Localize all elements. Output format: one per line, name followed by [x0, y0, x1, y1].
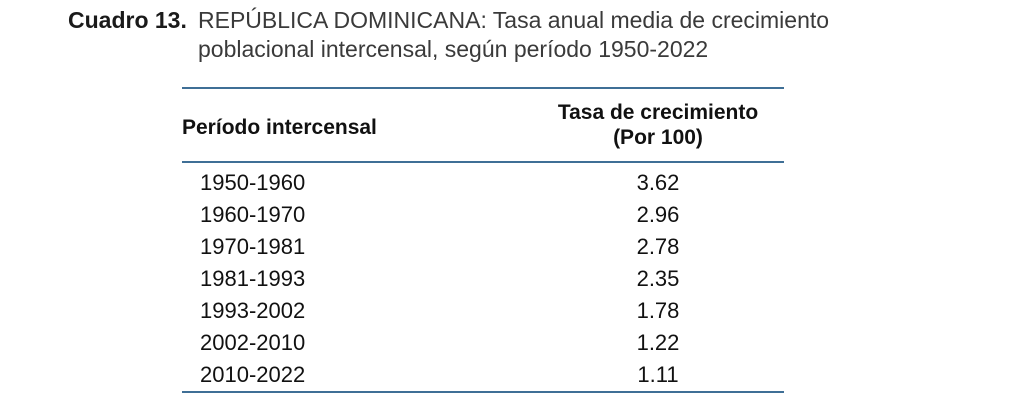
cell-rate: 1.11 [637, 362, 679, 387]
table-bottom-rule [182, 391, 784, 393]
cell-period: 1960-1970 [200, 202, 306, 227]
caption-text-line-1: REPÚBLICA DOMINICANA: Tasa anual media d… [198, 7, 830, 33]
table-header-row: Período intercensal Tasa de crecimiento … [182, 89, 784, 161]
cell-rate: 2.35 [636, 266, 680, 291]
cell-rate: 3.62 [636, 170, 680, 195]
table-row: 1950-1960 3.62 [182, 167, 784, 199]
cell-rate: 1.22 [636, 330, 680, 355]
table-top-rule [182, 87, 784, 89]
table-row: 1960-1970 2.96 [182, 199, 784, 231]
cell-period: 1950-1960 [200, 170, 306, 195]
growth-rate-table: Período intercensal Tasa de crecimiento … [182, 87, 784, 393]
caption-line-1: Cuadro 13. REPÚBLICA DOMINICANA: Tasa an… [68, 6, 968, 35]
table-row: 1993-2002 1.78 [182, 295, 784, 327]
cell-rate: 2.96 [636, 202, 680, 227]
header-rate-line-1: Tasa de crecimiento [557, 101, 759, 124]
table-row: 2002-2010 1.22 [182, 327, 784, 359]
caption-text-line-2: poblacional intercensal, según período 1… [198, 36, 709, 62]
table-row: 2010-2022 1.11 [182, 359, 784, 391]
table-body: 1950-1960 3.62 1960-1970 2.96 1970-1981 … [182, 163, 784, 391]
cell-rate: 2.78 [636, 234, 680, 259]
cell-period: 1981-1993 [200, 266, 306, 291]
cell-period: 1970-1981 [200, 234, 306, 259]
table-row: 1981-1993 2.35 [182, 263, 784, 295]
caption-label: Cuadro 13. [68, 7, 187, 33]
cell-period: 1993-2002 [200, 298, 306, 323]
cell-period: 2010-2022 [200, 362, 306, 387]
cell-period: 2002-2010 [200, 330, 306, 355]
header-rule [182, 161, 784, 163]
cell-rate: 1.78 [636, 298, 680, 323]
header-rate-line-2: (Por 100) [613, 126, 703, 149]
table-caption: Cuadro 13. REPÚBLICA DOMINICANA: Tasa an… [68, 6, 968, 64]
header-period: Período intercensal [182, 116, 377, 139]
header-rate: Tasa de crecimiento (Por 100) [512, 100, 784, 150]
table-row: 1970-1981 2.78 [182, 231, 784, 263]
